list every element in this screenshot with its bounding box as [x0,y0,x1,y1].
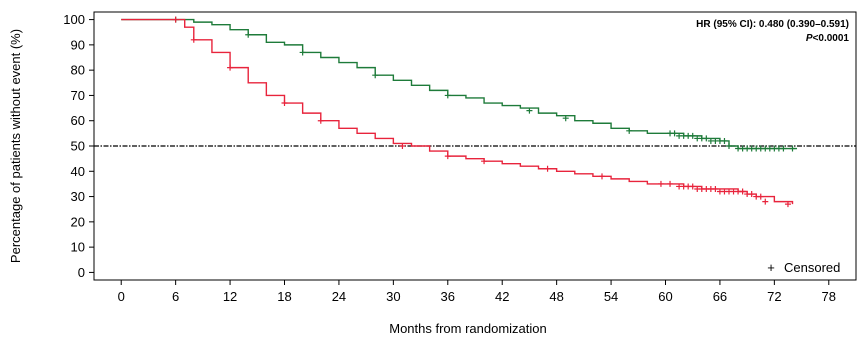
censor-mark [739,188,746,195]
x-tick-label: 24 [332,289,346,304]
y-tick-label: 20 [71,214,85,229]
x-axis-title: Months from randomization [389,321,547,336]
y-axis: 0 10 20 30 40 50 60 70 80 90 100 [63,12,94,280]
x-tick-label: 48 [549,289,563,304]
survival-curve [121,18,798,150]
censor-mark [757,193,764,200]
censor-mark [281,100,288,107]
x-tick-label: 30 [386,289,400,304]
x-tick-label: 0 [118,289,125,304]
censor-mark [703,135,710,142]
censor-mark [726,143,732,149]
y-tick-label: 60 [71,113,85,128]
censor-mark [657,180,664,187]
y-tick-label: 0 [78,265,85,280]
legend-censored-marker: + [767,260,775,275]
censor-mark [762,198,769,205]
y-axis-title: Percentage of patients without event (%) [8,29,23,263]
censor-mark [526,107,533,114]
censor-mark [399,143,406,149]
censor-mark [562,115,569,122]
censor-mark [299,49,306,56]
legend: + Censored [767,260,840,275]
censor-mark [671,130,678,137]
censor-mark [190,36,197,43]
p-value-text: <0.0001 [813,33,850,44]
y-tick-label: 40 [71,164,85,179]
censor-mark [667,180,674,187]
censor-mark [245,31,252,38]
censor-mark [544,165,551,172]
x-tick-label: 42 [495,289,509,304]
survival-curves [121,16,798,208]
x-tick-label: 54 [604,289,618,304]
censor-mark [444,92,451,99]
x-tick-label: 12 [223,289,237,304]
censor-mark [784,201,791,208]
series-2 [121,16,794,208]
p-value-annotation: P<0.0001 [806,33,850,44]
censor-mark [748,191,755,198]
censor-mark [227,64,234,71]
y-tick-label: 70 [71,88,85,103]
censor-mark [317,117,324,124]
censor-mark [721,137,728,144]
x-tick-label: 18 [277,289,291,304]
censor-mark [599,173,605,180]
censor-mark [689,183,696,190]
y-tick-label: 30 [71,189,85,204]
censor-mark [444,153,451,160]
x-tick-label: 78 [822,289,836,304]
censor-mark [789,145,796,152]
hazard-ratio-annotation: HR (95% CI): 0.480 (0.390–0.591) [696,19,849,30]
x-tick-label: 6 [172,289,179,304]
censor-mark [172,16,179,23]
y-tick-label: 90 [71,37,85,52]
censor-mark [626,127,633,134]
censor-mark [689,132,696,139]
legend-censored-label: Censored [784,260,840,275]
x-tick-label: 36 [441,289,455,304]
censor-mark [712,185,719,192]
survival-curve [121,18,794,205]
y-tick-label: 50 [71,139,85,154]
p-value-symbol: P [806,33,813,44]
y-tick-label: 100 [63,12,85,27]
x-tick-label: 60 [658,289,672,304]
y-tick-label: 10 [71,240,85,255]
series-1 [121,16,798,152]
censor-mark [481,158,488,165]
x-tick-label: 66 [713,289,727,304]
censor-mark [780,145,787,152]
x-tick-label: 72 [767,289,781,304]
censor-mark [372,72,379,79]
x-axis: 0 6 12 18 24 30 36 42 48 54 60 66 72 78 [118,280,836,304]
y-tick-label: 80 [71,63,85,78]
